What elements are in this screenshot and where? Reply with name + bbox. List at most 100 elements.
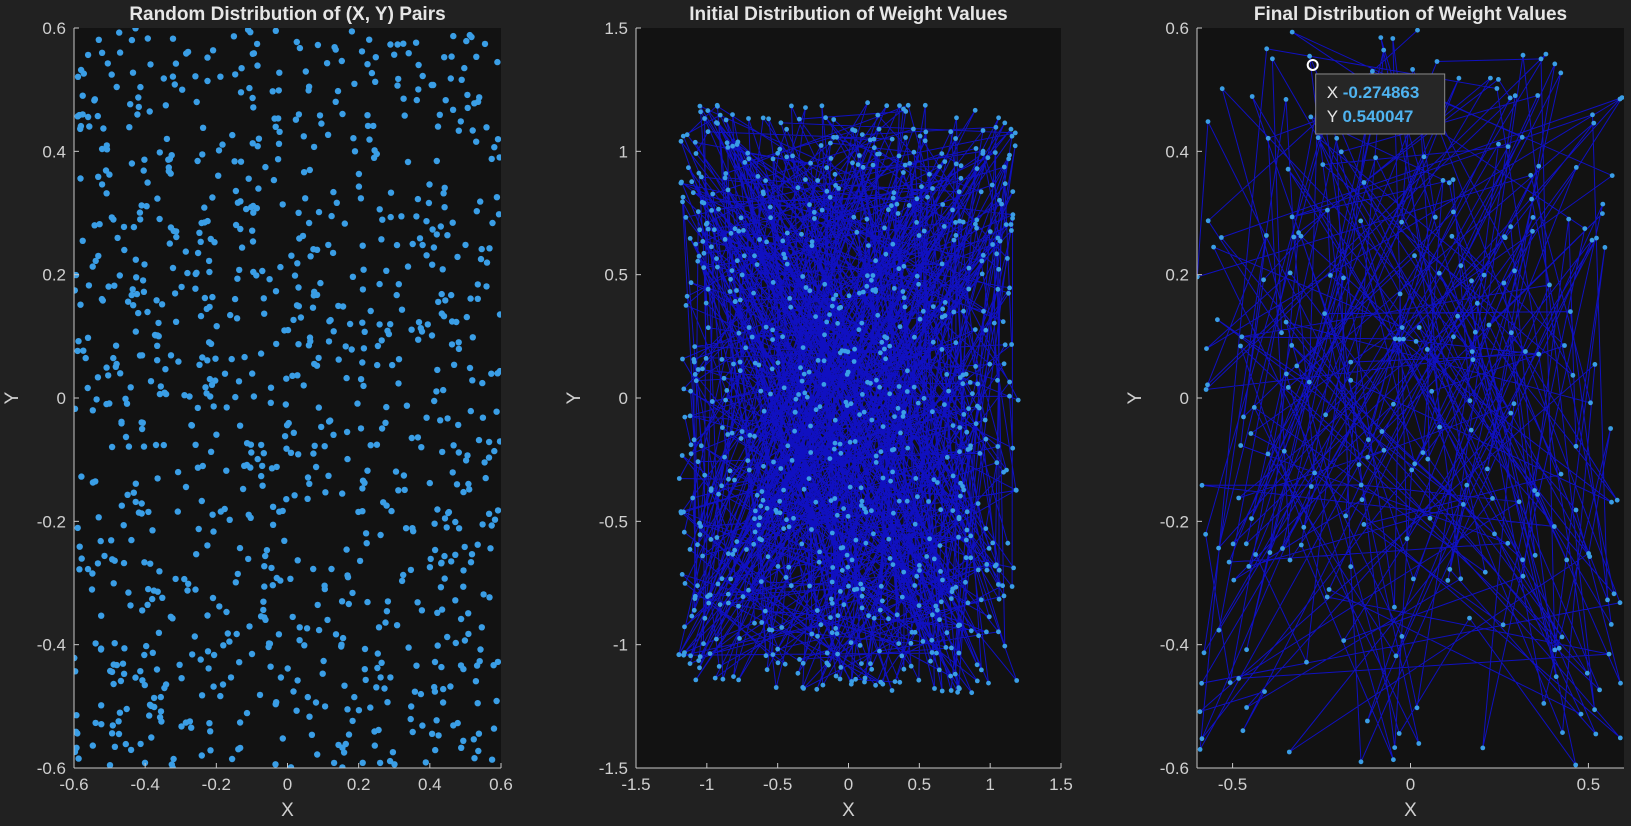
data-point — [98, 145, 106, 153]
data-point — [124, 298, 132, 305]
data-point — [88, 586, 96, 593]
data-point — [290, 688, 297, 695]
data-point — [736, 603, 741, 609]
data-point — [78, 473, 85, 480]
data-point — [227, 311, 234, 319]
data-point — [95, 173, 102, 180]
data-point — [877, 648, 882, 654]
data-point — [128, 536, 135, 544]
data-point — [702, 472, 708, 478]
data-point — [434, 506, 441, 513]
data-point — [374, 650, 381, 657]
data-point — [687, 413, 693, 419]
data-point — [108, 668, 116, 676]
data-point — [789, 458, 795, 463]
data-point — [228, 355, 235, 363]
data-point — [867, 137, 873, 143]
data-point — [312, 699, 320, 706]
data-point — [89, 742, 97, 749]
data-point — [89, 407, 97, 414]
data-point — [466, 486, 473, 493]
data-point — [880, 598, 885, 604]
data-point — [204, 612, 211, 619]
data-point — [964, 429, 970, 435]
data-point — [395, 281, 402, 288]
data-point — [305, 87, 312, 94]
data-point — [121, 246, 128, 254]
data-point — [707, 651, 713, 656]
data-point — [318, 120, 325, 127]
data-point — [1243, 541, 1249, 547]
data-point — [957, 218, 962, 224]
data-point — [157, 708, 165, 715]
data-point — [1520, 557, 1525, 563]
data-point — [992, 563, 998, 569]
data-point — [378, 236, 385, 243]
data-point — [943, 645, 949, 650]
data-point — [1560, 730, 1565, 735]
data-point — [201, 294, 209, 302]
data-point — [949, 589, 955, 595]
data-point — [1270, 56, 1275, 62]
y-tick-label: 0 — [619, 389, 628, 408]
data-point — [1602, 245, 1608, 250]
data-point — [728, 576, 734, 582]
data-point — [898, 430, 903, 436]
data-point — [784, 126, 789, 132]
data-point — [199, 354, 206, 361]
data-point — [728, 230, 734, 236]
y-tick-label: 1.5 — [604, 19, 628, 38]
data-point — [979, 258, 985, 264]
data-point — [236, 266, 243, 274]
chart-title: Final Distribution of Weight Values — [1254, 4, 1567, 25]
data-point — [405, 50, 412, 57]
data-point — [984, 629, 989, 635]
data-point — [139, 607, 146, 614]
data-point — [383, 267, 390, 274]
data-point — [374, 361, 381, 369]
data-point — [1472, 329, 1478, 335]
data-point — [738, 436, 744, 441]
data-point — [209, 594, 217, 602]
data-point — [747, 432, 753, 438]
data-point — [954, 115, 959, 121]
data-point — [845, 349, 851, 355]
data-point — [996, 629, 1001, 635]
data-point — [767, 627, 772, 633]
plot-area[interactable] — [74, 28, 501, 768]
data-point — [1474, 300, 1480, 306]
data-point — [1289, 214, 1295, 220]
data-point — [74, 668, 79, 675]
data-point — [411, 688, 419, 695]
data-point — [1412, 461, 1418, 467]
data-point — [1586, 551, 1591, 556]
data-point — [992, 150, 998, 156]
data-point — [676, 652, 682, 658]
data-point — [361, 645, 369, 653]
data-point — [210, 683, 217, 690]
data-point — [981, 308, 986, 314]
data-point — [720, 676, 726, 682]
data-tip-y-row: Y 0.540047 — [1327, 107, 1414, 126]
data-point — [1516, 499, 1522, 505]
data-point — [719, 576, 725, 582]
data-point — [482, 474, 489, 482]
data-point — [1609, 499, 1614, 505]
data-point — [994, 460, 1000, 466]
data-point — [338, 598, 346, 605]
data-point — [948, 688, 954, 693]
data-point — [455, 127, 462, 134]
data-point — [887, 343, 893, 349]
data-point — [204, 648, 212, 655]
data-point — [792, 428, 797, 434]
data-point — [197, 312, 205, 320]
data-point — [438, 310, 445, 317]
data-tip-marker[interactable] — [1306, 58, 1319, 71]
data-point — [199, 151, 206, 158]
data-point — [450, 32, 457, 40]
data-point — [980, 128, 986, 133]
data-point — [892, 679, 898, 684]
data-point — [199, 462, 206, 470]
data-point — [119, 660, 127, 667]
